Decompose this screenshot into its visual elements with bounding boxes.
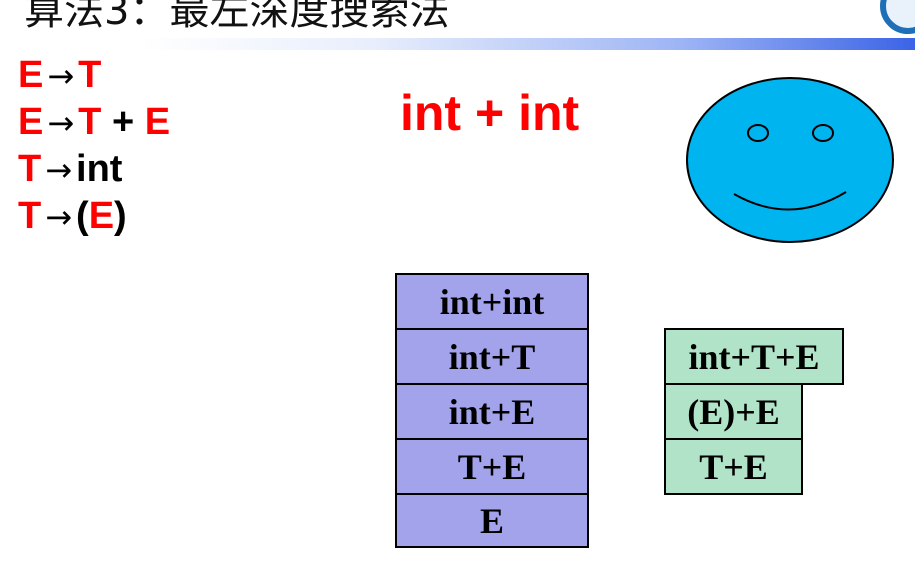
alternative-stack-cell: T+E	[664, 438, 803, 495]
derivation-stack-cell: int+E	[395, 383, 589, 440]
derivation-stack-cell: T+E	[395, 438, 589, 495]
smiley-left-eye	[747, 124, 769, 142]
smiley-mouth	[733, 191, 847, 211]
page-title: 算法3：最左深度搜索法	[24, 0, 450, 34]
derivation-stack-cell: E	[395, 493, 589, 548]
arrow-icon: →	[45, 198, 73, 236]
rule-rhs-symbol: T	[78, 54, 102, 96]
rule-rhs-symbol: )	[114, 195, 127, 237]
rule-lhs: E	[18, 54, 44, 96]
smiley-face-outline	[686, 77, 894, 243]
rule-rhs-symbol: int	[76, 148, 123, 190]
smiley-right-eye	[812, 124, 834, 142]
grammar-rules: E → T E → T + E T → int T → (E)	[18, 52, 170, 240]
rule-rhs-symbol: +	[101, 101, 145, 143]
arrow-icon: →	[47, 104, 75, 142]
rule-lhs: T	[18, 148, 42, 190]
input-string: int + int	[400, 85, 580, 141]
rule-rhs-symbol: E	[88, 195, 115, 237]
derivation-stack-cell: int+int	[395, 273, 589, 330]
title-underline-bar	[140, 38, 915, 50]
arrow-icon: →	[45, 151, 73, 189]
rule-rhs-symbol: T	[78, 101, 102, 143]
rule-rhs-symbol: E	[144, 101, 171, 143]
alternative-stack-cell: (E)+E	[664, 383, 803, 440]
rule-lhs: E	[18, 101, 44, 143]
rule-lhs: T	[18, 195, 42, 237]
university-logo-icon	[880, 0, 915, 34]
alternative-stack-cell: int+T+E	[664, 328, 844, 385]
grammar-rule: E → T	[18, 52, 170, 99]
grammar-rule: E → T + E	[18, 99, 170, 146]
grammar-rule: T → int	[18, 146, 170, 193]
derivation-stack-cell: int+T	[395, 328, 589, 385]
arrow-icon: →	[47, 57, 75, 95]
smiley-face-icon	[686, 77, 894, 243]
rule-rhs-symbol: (	[76, 195, 89, 237]
grammar-rule: T → (E)	[18, 193, 170, 240]
